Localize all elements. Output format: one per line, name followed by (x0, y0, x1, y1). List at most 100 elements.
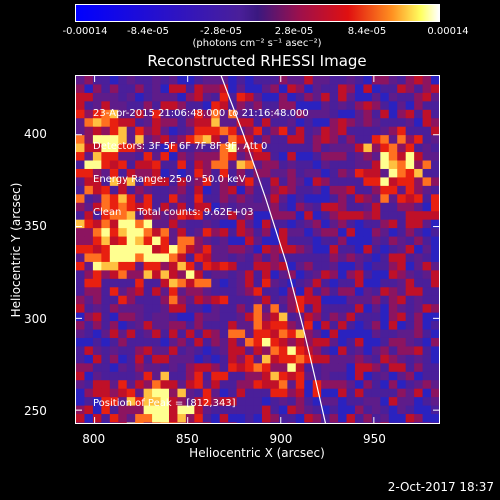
heatmap-cell (380, 354, 390, 364)
heatmap-cell (101, 219, 111, 229)
heatmap-cell (228, 236, 238, 246)
heatmap-cell (346, 270, 356, 280)
heatmap-cell (278, 228, 288, 238)
heatmap-cell (354, 253, 364, 263)
heatmap-cell (160, 287, 170, 297)
heatmap-cell (295, 253, 305, 263)
heatmap-cell (109, 101, 119, 111)
heatmap-cell (118, 152, 128, 162)
heatmap-cell (261, 168, 271, 178)
heatmap-cell (431, 109, 439, 119)
x-axis-label: Heliocentric X (arcsec) (189, 446, 325, 460)
heatmap-cell (101, 152, 111, 162)
peak-position-label: Position of Peak = [812,343] (93, 398, 236, 409)
heatmap-cell (321, 295, 331, 305)
colorbar (75, 4, 440, 22)
heatmap-cell (354, 380, 364, 390)
heatmap-cell (219, 354, 229, 364)
heatmap-cell (371, 346, 381, 356)
heatmap-cell (211, 152, 221, 162)
heatmap-cell (363, 92, 373, 102)
heatmap-cell (354, 168, 364, 178)
heatmap-cell (261, 84, 271, 94)
heatmap-cell (338, 287, 348, 297)
heatmap-cell (321, 405, 331, 415)
heatmap-cell (380, 219, 390, 229)
heatmap-cell (295, 304, 305, 314)
heatmap-cell (414, 329, 424, 339)
heatmap-cell (295, 405, 305, 415)
heatmap-cell (304, 337, 314, 347)
heatmap-cell (388, 228, 398, 238)
heatmap-cell (371, 287, 381, 297)
x-tick-label: 950 (363, 432, 386, 446)
heatmap-cell (76, 321, 85, 331)
heatmap-cell (236, 101, 246, 111)
heatmap-cell (177, 194, 187, 204)
heatmap-cell (168, 414, 178, 423)
heatmap-cell (380, 92, 390, 102)
heatmap-cell (152, 270, 162, 280)
heatmap-cell (118, 363, 128, 373)
heatmap-cell (278, 346, 288, 356)
heatmap-cell (228, 321, 238, 331)
heatmap-cell (414, 185, 424, 195)
heatmap-cell (304, 177, 314, 187)
heatmap-cell (160, 245, 170, 254)
heatmap-cell (304, 143, 314, 153)
heatmap-cell (329, 143, 339, 153)
heatmap-cell (143, 202, 153, 212)
heatmap-cell (287, 185, 297, 195)
heatmap-cell (405, 109, 415, 119)
heatmap-cell (194, 270, 204, 280)
heatmap-cell (92, 287, 102, 297)
heatmap-cell (295, 295, 305, 305)
heatmap-cell (135, 405, 145, 415)
heatmap-cell (143, 295, 153, 305)
heatmap-cell (295, 337, 305, 347)
heatmap-cell (177, 236, 187, 246)
heatmap-cell (295, 185, 305, 195)
heatmap-cell (346, 160, 356, 170)
heatmap-cell (329, 185, 339, 195)
heatmap-cell (371, 92, 381, 102)
heatmap-cell (261, 270, 271, 280)
heatmap-cell (414, 388, 424, 398)
heatmap-cell (388, 101, 398, 111)
heatmap-cell (405, 363, 415, 373)
heatmap-cell (363, 414, 373, 423)
heatmap-cell (397, 177, 407, 187)
heatmap-cell (92, 270, 102, 280)
heatmap-cell (346, 287, 356, 297)
heatmap-cell (304, 354, 314, 364)
heatmap-cell (329, 168, 339, 178)
heatmap-cell (152, 185, 162, 195)
heatmap-cell (312, 126, 322, 136)
heatmap-cell (143, 211, 153, 221)
heatmap-cell (194, 76, 204, 85)
heatmap-cell (312, 253, 322, 263)
heatmap-cell (76, 84, 85, 94)
heatmap-cell (185, 363, 195, 373)
heatmap-cell (253, 109, 263, 119)
heatmap-cell (405, 354, 415, 364)
heatmap-cell (405, 211, 415, 221)
heatmap-cell (126, 118, 136, 128)
heatmap-cell (371, 371, 381, 381)
heatmap-cell (338, 219, 348, 229)
heatmap-cell (135, 295, 145, 305)
heatmap-cell (380, 194, 390, 204)
heatmap-cell (405, 414, 415, 423)
heatmap-cell (143, 118, 153, 128)
heatmap-cell (118, 177, 128, 187)
heatmap-cell (152, 414, 162, 423)
heatmap-cell (287, 177, 297, 187)
solar-limb-curve (220, 76, 327, 423)
heatmap-cell (431, 388, 439, 398)
heatmap-cell (321, 84, 331, 94)
heatmap-cell (371, 160, 381, 170)
heatmap-cell (135, 388, 145, 398)
heatmap-cell (211, 228, 221, 238)
heatmap-cell (287, 354, 297, 364)
heatmap-cell (270, 253, 280, 263)
